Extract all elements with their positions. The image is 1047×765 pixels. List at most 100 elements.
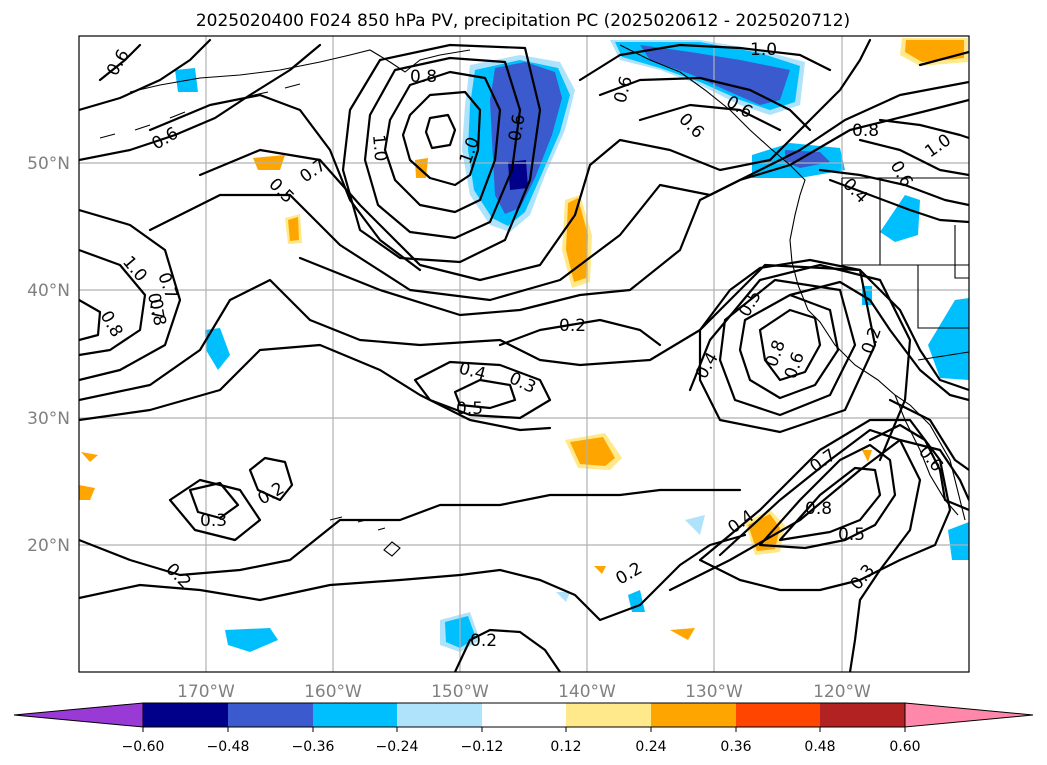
neg-area-oregon <box>880 195 920 242</box>
coastline-baja <box>894 394 959 516</box>
isoline <box>248 456 294 502</box>
border-states-2 <box>879 178 969 329</box>
isoline <box>79 258 969 402</box>
colorbar-tick-label: −0.48 <box>207 739 250 755</box>
colorbar-tick-label: 0.24 <box>635 739 666 755</box>
isoline <box>148 80 969 302</box>
coastlines <box>99 44 969 557</box>
colorbar-bin <box>143 703 228 727</box>
isoline <box>758 443 897 550</box>
coastline-alaska <box>129 49 471 93</box>
border-states-1 <box>841 178 969 266</box>
colorbar-bin <box>736 703 820 727</box>
colorbar-tick-label: −0.12 <box>461 739 504 755</box>
border-states-3 <box>954 225 969 279</box>
isoline <box>738 293 840 400</box>
isoline <box>698 263 877 434</box>
isoline <box>453 628 562 672</box>
contour-label: 0.7 <box>143 291 167 321</box>
isoline <box>598 76 812 132</box>
pos-area-central-pacific-core <box>570 437 615 466</box>
contour-label: 0.2 <box>470 631 497 651</box>
isoline <box>688 263 912 462</box>
pos-area-small-5 <box>670 628 695 640</box>
colorbar-tick-label: 0.12 <box>550 739 581 755</box>
contour-label: 0.5 <box>456 399 483 419</box>
lat-tick-labels: 50°N 40°N 30°N 20°N <box>27 154 70 556</box>
neg-area-baja-south <box>948 522 969 560</box>
pv-isolines <box>79 38 969 672</box>
colorbar-bin <box>228 703 313 727</box>
lon-tick-labels: 170°W 160°W 150°W 140°W 130°W 120°W <box>177 682 871 702</box>
pos-area-small-4 <box>79 485 95 500</box>
colorbar: −0.60 −0.48 −0.36 −0.24 −0.12 0.12 0.24 … <box>13 702 1034 755</box>
contour-label: 0.6 <box>505 113 529 143</box>
contour-label: 0.5 <box>838 525 865 545</box>
isoline <box>888 398 969 472</box>
colorbar-bin <box>566 703 651 727</box>
isoline <box>698 418 952 592</box>
neg-area-small-2 <box>685 515 705 535</box>
colorbar-extend-low <box>13 702 144 728</box>
isoline <box>363 56 522 240</box>
isoline <box>79 248 147 357</box>
isoline <box>878 118 969 140</box>
lat-tick-label: 30°N <box>27 409 70 429</box>
colorbar-tick-labels: −0.60 −0.48 −0.36 −0.24 −0.12 0.12 0.24 … <box>122 739 921 755</box>
coastline-se-alaska <box>619 44 806 196</box>
isoline <box>98 43 142 82</box>
lat-tick-label: 20°N <box>27 536 70 556</box>
isoline <box>79 488 742 577</box>
isoline <box>718 278 857 417</box>
isoline <box>868 423 969 512</box>
neg-area-south-west <box>225 628 278 652</box>
pos-area-small-6 <box>594 566 606 574</box>
isoline <box>168 478 262 542</box>
contour-label: 0.8 <box>410 67 437 87</box>
isoline <box>788 280 969 402</box>
lon-tick-label: 120°W <box>813 682 871 702</box>
pos-area-small-2-core <box>288 217 299 241</box>
colorbar-tick-label: −0.60 <box>122 739 165 755</box>
contour-label: 0.8 <box>805 499 832 519</box>
isoline <box>148 93 422 272</box>
neg-area-west-pacific <box>205 328 230 370</box>
isoline <box>413 360 552 420</box>
lon-tick-label: 150°W <box>431 682 489 702</box>
colorbar-tick-label: −0.24 <box>376 739 419 755</box>
isoline <box>818 168 969 207</box>
colorbar-ticks <box>142 727 906 732</box>
coastline-west-us <box>789 194 966 521</box>
colorbar-bin <box>313 703 397 727</box>
isoline <box>341 43 542 264</box>
contour-label: 0.2 <box>559 316 586 336</box>
isoline <box>828 178 969 224</box>
colorbar-bin <box>482 703 566 727</box>
neg-area-small-1 <box>628 590 645 612</box>
pos-area-small-7 <box>862 450 872 462</box>
lat-tick-label: 40°N <box>27 281 70 301</box>
colorbar-tick-label: 0.48 <box>804 739 835 755</box>
contour-label: 1.0 <box>750 40 777 60</box>
map-panel <box>78 35 970 673</box>
lon-tick-label: 140°W <box>558 682 616 702</box>
lon-tick-label: 130°W <box>685 682 743 702</box>
isoline <box>918 50 969 67</box>
neg-area-small-4 <box>556 592 570 602</box>
contour-label: 0.3 <box>200 511 227 531</box>
isoline <box>578 43 832 82</box>
colorbar-tick-label: 0.36 <box>720 739 751 755</box>
colorbar-extend-high <box>904 702 1034 728</box>
isoline <box>79 208 182 382</box>
isoline <box>401 90 482 187</box>
isoline <box>638 103 782 132</box>
neg-area-se-alaska-strong <box>640 45 790 105</box>
colorbar-tick-label: −0.36 <box>292 739 335 755</box>
isoline <box>79 38 212 112</box>
contour-label: 0.8 <box>852 121 879 141</box>
colorbar-bin <box>820 703 905 727</box>
colorbar-bin <box>651 703 736 727</box>
isoline <box>383 70 502 214</box>
isoline <box>79 43 322 162</box>
map-frame <box>78 35 970 673</box>
